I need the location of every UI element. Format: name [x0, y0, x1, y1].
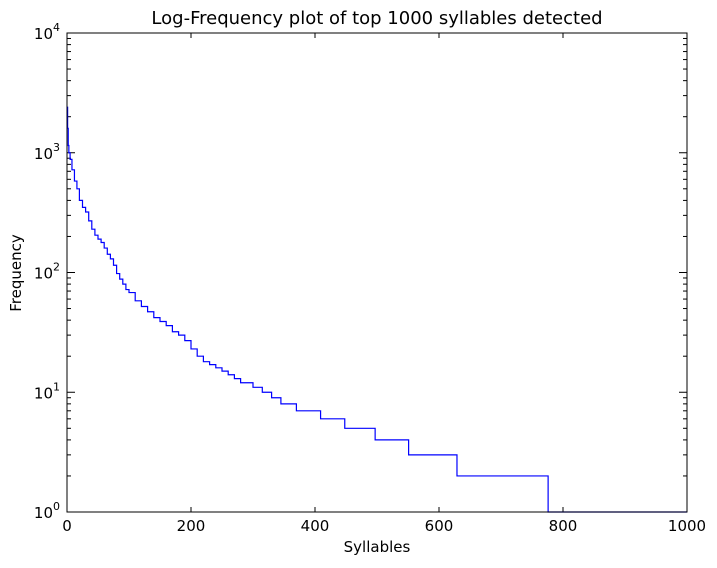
y-tick-base: 10	[34, 504, 53, 522]
y-tick-exponent: 0	[53, 500, 60, 513]
x-tick-label: 400	[301, 517, 330, 535]
y-tick-base: 10	[34, 265, 53, 283]
x-axis-label: Syllables	[344, 538, 411, 556]
chart-title: Log-Frequency plot of top 1000 syllables…	[151, 8, 602, 29]
y-tick-label: 101	[34, 380, 60, 402]
y-tick-label: 102	[34, 261, 60, 283]
plot-frame	[66, 32, 688, 513]
y-tick-exponent: 3	[53, 141, 60, 154]
y-tick-base: 10	[34, 25, 53, 43]
plot-layer	[67, 106, 687, 513]
y-tick-label: 104	[34, 21, 60, 43]
y-axis-label: Frequency	[7, 234, 25, 312]
x-tick-label: 0	[62, 517, 72, 535]
x-tick-label: 1000	[668, 517, 706, 535]
y-tick-exponent: 4	[53, 21, 60, 34]
y-tick-exponent: 2	[53, 261, 60, 274]
y-tick-base: 10	[34, 384, 53, 402]
y-tick-label: 100	[34, 500, 60, 522]
series-line	[67, 106, 687, 513]
y-tick-exponent: 1	[53, 380, 60, 393]
y-tick-base: 10	[34, 145, 53, 163]
x-tick-label: 200	[177, 517, 206, 535]
y-tick-label: 103	[34, 141, 60, 163]
x-tick-label: 800	[549, 517, 578, 535]
x-tick-label: 600	[425, 517, 454, 535]
